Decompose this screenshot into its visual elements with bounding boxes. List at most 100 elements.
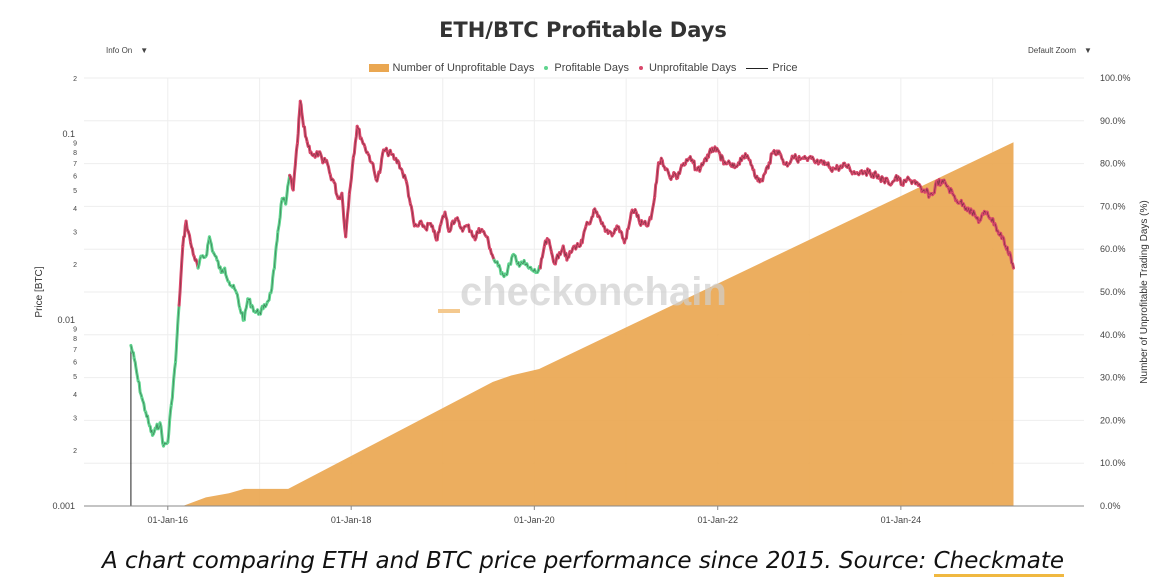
legend-label: Price <box>772 62 798 74</box>
price-line <box>753 169 759 181</box>
chevron-down-icon: ▼ <box>1084 46 1092 55</box>
price-line <box>834 164 839 170</box>
y-tick-label: 8 <box>73 336 77 343</box>
price-line <box>960 199 965 207</box>
price-line <box>994 223 999 235</box>
price-line <box>145 411 150 426</box>
price-line <box>872 171 877 178</box>
price-line <box>236 292 241 309</box>
y-tick-label: 6 <box>73 359 77 366</box>
price-line <box>178 245 184 306</box>
price-line <box>493 259 499 267</box>
price-line <box>406 182 411 205</box>
price-line <box>593 208 599 217</box>
price-line <box>456 217 461 227</box>
legend-item-profitable[interactable]: Profitable Days <box>544 62 629 74</box>
price-line <box>742 153 747 159</box>
x-tick-label: 01-Jan-16 <box>148 515 189 525</box>
price-line <box>612 225 618 235</box>
legend-label: Unprofitable Days <box>648 62 737 74</box>
x-tick-label: 01-Jan-18 <box>331 515 372 525</box>
legend-swatch-line <box>746 67 769 69</box>
price-line <box>914 180 919 186</box>
y-tick-label: 4 <box>73 206 77 213</box>
price-line <box>490 249 495 261</box>
price-line <box>597 215 602 224</box>
y-tick-label: 5 <box>73 188 77 195</box>
price-line <box>581 225 587 243</box>
price-line <box>917 183 923 192</box>
info-toggle[interactable]: Info On ▼ <box>106 46 148 55</box>
price-line <box>654 162 659 197</box>
figure-caption: A chart comparing ETH and BTC price perf… <box>0 548 1166 577</box>
price-line <box>555 252 560 265</box>
price-line <box>216 259 222 273</box>
y-tick-label: 5 <box>73 374 77 381</box>
price-line <box>776 150 782 156</box>
y-tick-label: 4 <box>73 392 77 399</box>
price-line <box>471 231 476 240</box>
price-line <box>459 225 464 233</box>
y-tick-label: 2 <box>73 262 77 269</box>
legend-label: Profitable Days <box>554 62 629 74</box>
price-line <box>666 168 671 179</box>
chart-legend: Number of Unprofitable Days Profitable D… <box>0 62 1166 74</box>
price-line <box>562 245 568 261</box>
price-line <box>149 425 153 436</box>
price-line <box>967 207 973 215</box>
price-line <box>398 162 403 173</box>
y2-tick-label: 90.0% <box>1100 116 1126 126</box>
caption-source-link[interactable]: Checkmate <box>933 548 1065 577</box>
price-line <box>371 162 377 180</box>
legend-swatch-area <box>368 64 389 72</box>
price-line <box>784 161 789 167</box>
price-line <box>345 193 350 237</box>
price-line <box>925 188 930 199</box>
legend-item-price[interactable]: Price <box>746 62 797 74</box>
y-tick-label: 9 <box>73 327 77 334</box>
watermark: checkonchain <box>460 270 727 314</box>
price-line <box>155 422 161 430</box>
x-tick-label: 01-Jan-24 <box>881 515 922 525</box>
price-line <box>270 268 275 293</box>
unprofitable-area-layer <box>182 142 1014 506</box>
price-line <box>330 175 335 183</box>
y-tick-label: 0.01 <box>57 315 75 325</box>
price-line <box>631 208 637 213</box>
price-line <box>971 209 976 217</box>
price-line <box>326 160 331 176</box>
price-segment <box>223 266 231 284</box>
legend-swatch-dot <box>544 66 549 70</box>
price-line <box>300 101 304 127</box>
zoom-dropdown[interactable]: Default Zoom ▼ <box>1028 46 1092 55</box>
price-line <box>765 162 770 173</box>
price-line <box>845 163 850 168</box>
zoom-dropdown-label: Default Zoom <box>1028 46 1077 55</box>
price-line <box>274 231 279 269</box>
price-line <box>353 126 358 158</box>
price-line <box>517 261 522 268</box>
price-line <box>669 172 675 181</box>
price-line <box>171 361 176 405</box>
price-line <box>605 229 610 235</box>
unprofitable-days-area <box>182 142 1014 506</box>
price-line <box>635 212 641 224</box>
price-line <box>902 179 908 186</box>
legend-item-unprofitable[interactable]: Unprofitable Days <box>638 62 737 74</box>
y-tick-label: 6 <box>73 173 77 180</box>
price-line <box>589 210 595 224</box>
y-axis-label: Price [BTC] <box>34 266 45 317</box>
price-line <box>167 404 172 443</box>
price-line <box>540 245 545 269</box>
y-tick-label: 3 <box>73 415 77 422</box>
price-line <box>185 221 191 243</box>
price-line <box>513 254 518 265</box>
chart-title: ETH/BTC Profitable Days <box>439 18 727 42</box>
price-line <box>696 166 701 172</box>
price-line <box>402 172 407 183</box>
price-line <box>410 203 415 227</box>
y-tick-label: 2 <box>73 448 77 455</box>
legend-item-unprofitable-count[interactable]: Number of Unprofitable Days <box>368 62 534 74</box>
price-line <box>1009 252 1014 269</box>
